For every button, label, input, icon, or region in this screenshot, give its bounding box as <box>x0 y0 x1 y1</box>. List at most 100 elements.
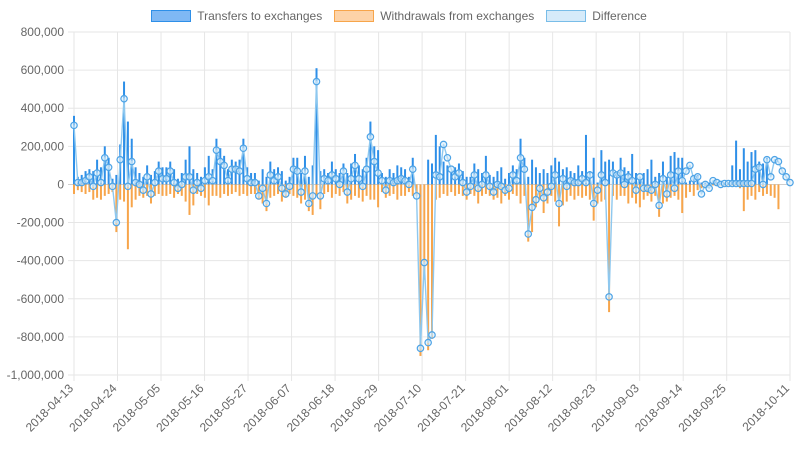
bar-withdrawals <box>169 184 172 194</box>
bar-withdrawals <box>681 184 684 214</box>
difference-point <box>147 190 155 198</box>
difference-point <box>655 201 663 210</box>
bar-transfers <box>200 176 203 185</box>
difference-point <box>374 169 382 177</box>
difference-point <box>312 77 321 86</box>
bar-withdrawals <box>669 184 672 198</box>
difference-line-layer <box>70 77 794 353</box>
bar-transfers <box>554 157 557 185</box>
bar-withdrawals <box>84 184 87 194</box>
bar-transfers <box>219 148 222 185</box>
bar-transfers <box>550 165 553 185</box>
difference-point <box>705 184 713 193</box>
y-tick-label: 0 <box>57 177 64 191</box>
bar-withdrawals <box>635 184 638 204</box>
bar-withdrawals <box>165 184 168 196</box>
difference-point <box>628 176 636 185</box>
bar-transfers <box>484 155 487 185</box>
bar-transfers <box>111 178 114 185</box>
bar-withdrawals <box>712 184 715 186</box>
bar-withdrawals <box>773 184 776 198</box>
bar-transfers <box>361 169 364 185</box>
difference-point <box>189 186 198 194</box>
difference-point <box>693 173 702 181</box>
difference-point <box>478 180 486 189</box>
difference-point <box>659 174 667 183</box>
bar-withdrawals <box>450 184 453 193</box>
difference-point <box>193 178 201 187</box>
y-tick-label: 600,000 <box>21 63 65 77</box>
bar-withdrawals <box>230 184 233 194</box>
bar-transfers <box>658 173 661 185</box>
difference-point <box>127 157 136 166</box>
bar-withdrawals <box>769 184 772 196</box>
bar-transfers <box>115 174 118 185</box>
bar-transfers <box>253 173 256 185</box>
difference-point <box>93 169 101 177</box>
bar-withdrawals <box>115 184 118 233</box>
difference-point <box>108 182 117 191</box>
bar-transfers <box>300 173 303 185</box>
difference-point <box>274 173 282 181</box>
bar-transfers <box>265 176 268 185</box>
bar-withdrawals <box>273 184 276 196</box>
bar-transfers <box>180 173 183 185</box>
difference-point <box>297 188 305 196</box>
difference-point <box>674 167 683 175</box>
legend-item-withdrawals[interactable]: Withdrawals from exchanges <box>334 9 534 23</box>
bar-withdrawals <box>215 184 218 196</box>
difference-point <box>543 188 552 196</box>
bar-withdrawals <box>107 184 110 194</box>
bar-withdrawals <box>396 184 399 200</box>
bar-transfers <box>681 157 684 185</box>
x-tick-label: 2018-10-11 <box>739 381 792 434</box>
bar-withdrawals <box>415 184 418 196</box>
bar-withdrawals <box>76 184 79 191</box>
bar-withdrawals <box>554 184 557 202</box>
bar-transfers <box>488 174 491 185</box>
bar-transfers <box>623 167 626 185</box>
bar-withdrawals <box>365 184 368 196</box>
bar-transfers <box>673 152 676 185</box>
difference-point <box>778 167 787 175</box>
bar-withdrawals <box>654 184 657 196</box>
bar-transfers <box>765 157 768 185</box>
bar-transfers <box>527 176 530 185</box>
difference-point <box>416 344 425 353</box>
bar-withdrawals <box>500 184 503 204</box>
difference-point <box>763 155 771 164</box>
difference-point <box>747 179 756 188</box>
bar-transfers <box>350 163 353 185</box>
bar-transfers <box>92 171 95 185</box>
legend-item-transfers[interactable]: Transfers to exchanges <box>151 9 322 23</box>
x-tick-label: 2018-09-25 <box>676 381 730 435</box>
bar-withdrawals <box>688 184 691 193</box>
difference-point <box>293 167 302 175</box>
bar-withdrawals <box>361 184 364 202</box>
bar-withdrawals <box>561 184 564 206</box>
bar-transfers <box>273 169 276 185</box>
bar-withdrawals <box>388 184 391 196</box>
difference-point <box>278 184 286 193</box>
bar-transfers <box>226 169 229 185</box>
bar-withdrawals <box>330 184 333 198</box>
legend-item-difference[interactable]: Difference <box>546 9 647 23</box>
bar-withdrawals <box>192 184 195 206</box>
bar-transfers <box>234 161 237 185</box>
difference-point <box>224 176 232 185</box>
difference-point <box>516 153 525 162</box>
bar-withdrawals <box>457 184 460 194</box>
bar-transfers <box>427 159 430 185</box>
bar-withdrawals <box>762 184 765 196</box>
bar-transfers <box>369 121 372 185</box>
difference-point <box>154 167 163 175</box>
bar-withdrawals <box>404 184 407 196</box>
bar-withdrawals <box>754 184 757 200</box>
difference-point <box>305 199 313 208</box>
bar-transfers <box>107 157 110 185</box>
bar-transfers <box>442 161 445 185</box>
difference-point <box>447 165 456 174</box>
bar-transfers <box>542 169 545 185</box>
difference-point <box>520 165 529 174</box>
